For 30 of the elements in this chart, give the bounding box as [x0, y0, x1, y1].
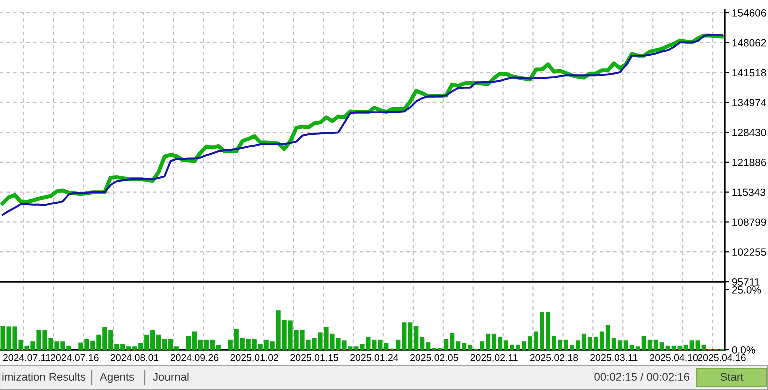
x-tick-label: 2025.03.11 [590, 354, 638, 362]
y-tick-label: 148062 [732, 39, 766, 47]
x-tick-label: 2025.04.16 [698, 354, 746, 362]
y-tick-label: 0.0% [732, 346, 756, 354]
x-tick-label: 2025.02.05 [410, 354, 458, 362]
text: Agents [100, 373, 134, 384]
y-tick-label: 25.0% [732, 286, 762, 294]
x-tick-label: 2025.02.18 [530, 354, 578, 362]
y-tick-label: 108799 [732, 218, 766, 226]
x-tick-label: 2025.01.15 [290, 354, 338, 362]
y-tick-label: 121886 [732, 158, 766, 166]
y-tick-label: 95711 [732, 278, 760, 286]
text: imization Results [2, 372, 86, 381]
x-tick-label: 2024.09.26 [170, 354, 219, 362]
text: Journal [153, 372, 189, 381]
text: 00:02:15 / 00:02:16 [594, 372, 690, 381]
x-tick-label: 2024.08.01 [110, 354, 159, 362]
x-tick-label: 2024.07.11 [3, 354, 50, 362]
x-tick-label: 2024.07.16 [51, 354, 99, 362]
y-tick-label: 141518 [732, 69, 766, 77]
x-tick-label: 2025.04.10 [650, 354, 698, 362]
x-tick-label: 2025.01.24 [350, 354, 399, 362]
y-tick-label: 128430 [732, 129, 766, 136]
x-tick-label: 2025.02.11 [470, 354, 518, 362]
y-tick-label: 154606 [732, 9, 766, 17]
x-tick-label: 2025.01.02 [230, 354, 278, 362]
y-tick-label: 134974 [732, 99, 766, 107]
y-tick-label: 115343 [732, 188, 766, 196]
y-tick-label: 102255 [732, 248, 766, 256]
text: Start [720, 373, 744, 381]
